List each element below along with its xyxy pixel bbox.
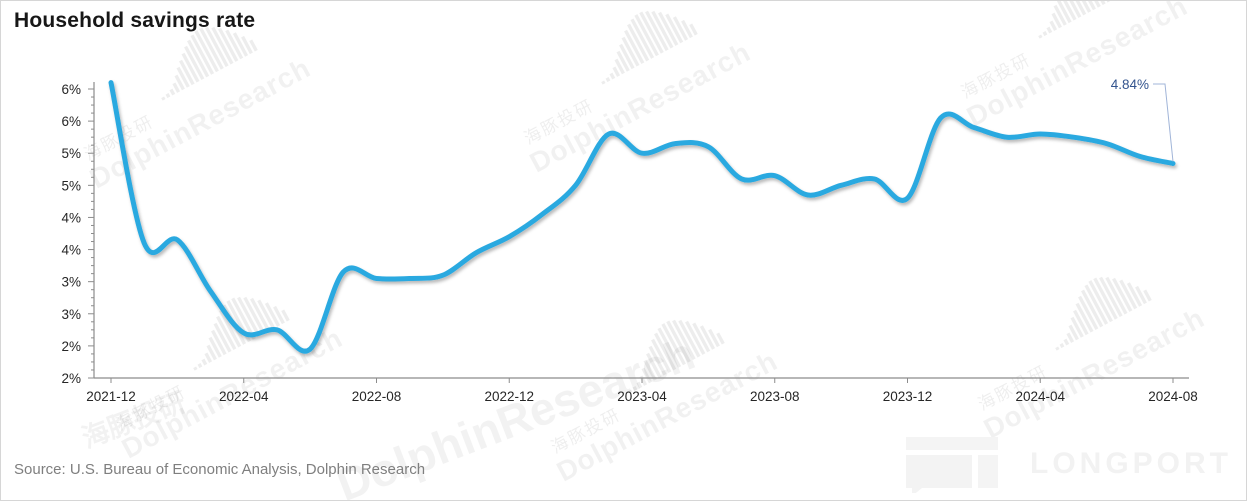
y-axis-label: 6% xyxy=(61,114,81,129)
chart-title: Household savings rate xyxy=(14,9,256,32)
savings-rate-line xyxy=(108,80,1176,354)
y-axis-label: 6% xyxy=(61,82,81,97)
x-axis-label: 2021-12 xyxy=(86,389,136,404)
y-axis-label: 4% xyxy=(61,243,81,258)
y-axis-label: 2% xyxy=(61,371,81,386)
y-axis-label: 3% xyxy=(61,275,81,290)
y-axis-label: 2% xyxy=(61,339,81,354)
longport-logo-text: LONGPORT xyxy=(1030,447,1232,480)
y-axis-label: 4% xyxy=(61,210,81,225)
y-axis-label: 5% xyxy=(61,178,81,193)
x-axis-label: 2022-04 xyxy=(219,389,269,404)
longport-logo-icon xyxy=(906,437,998,493)
x-axis-label: 2023-12 xyxy=(883,389,933,404)
x-axis-label: 2024-04 xyxy=(1015,389,1065,404)
y-axis-label: 5% xyxy=(61,146,81,161)
last-value-annotation: 4.84% xyxy=(1111,77,1149,92)
longport-logo: LONGPORT xyxy=(866,435,1232,493)
source-note: Source: U.S. Bureau of Economic Analysis… xyxy=(14,461,426,478)
callout-line xyxy=(1153,83,1174,162)
x-axis-label: 2023-08 xyxy=(750,389,800,404)
y-axis-label: 3% xyxy=(61,307,81,322)
x-axis-label: 2022-08 xyxy=(352,389,402,404)
x-axis-label: 2024-08 xyxy=(1148,389,1198,404)
x-axis-label: 2022-12 xyxy=(484,389,534,404)
x-axis-label: 2023-04 xyxy=(617,389,667,404)
